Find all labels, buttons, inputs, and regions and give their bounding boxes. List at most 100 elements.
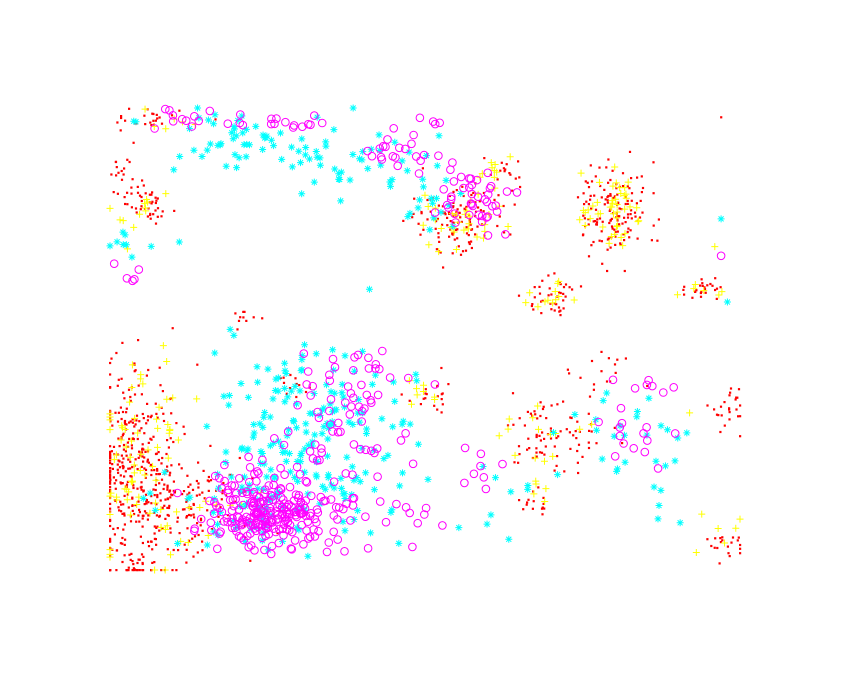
- data-point-point: [500, 161, 503, 164]
- data-point-asterisk: [326, 400, 334, 408]
- data-point-point: [656, 239, 659, 242]
- data-point-point: [282, 376, 285, 379]
- data-point-asterisk: [442, 176, 450, 184]
- data-point-point: [196, 551, 199, 554]
- data-point-point: [137, 384, 140, 387]
- data-point-point: [607, 181, 610, 184]
- data-point-point: [509, 233, 512, 236]
- data-point-point: [154, 201, 157, 205]
- data-point-asterisk: [259, 146, 267, 154]
- data-point-point: [142, 555, 145, 558]
- data-point-point: [162, 419, 166, 423]
- data-point-asterisk: [377, 161, 385, 169]
- data-point-point: [601, 220, 604, 223]
- data-point-point: [541, 279, 544, 282]
- data-point-point: [550, 308, 553, 311]
- data-point-circle: [209, 509, 219, 519]
- data-point-point: [170, 412, 173, 415]
- data-point-point: [131, 178, 134, 181]
- data-point-point: [509, 173, 512, 176]
- data-point-plus: [157, 523, 165, 531]
- data-point-point: [465, 205, 468, 208]
- data-point-point: [517, 461, 520, 464]
- data-point-plus: [635, 217, 643, 225]
- data-point-asterisk: [236, 488, 244, 496]
- data-point-point: [109, 459, 112, 462]
- data-point-point: [553, 272, 556, 275]
- data-point-asterisk: [329, 346, 337, 354]
- data-point-plus: [154, 424, 162, 432]
- data-point-point: [133, 425, 136, 428]
- data-point-circle: [349, 440, 359, 449]
- data-point-point: [595, 221, 599, 224]
- data-point-plus: [579, 206, 587, 214]
- data-point-circle: [245, 463, 255, 472]
- data-point-asterisk: [430, 214, 438, 222]
- data-point-point: [530, 304, 533, 308]
- data-point-asterisk: [312, 350, 320, 358]
- data-point-point: [543, 437, 546, 440]
- data-point-point: [609, 194, 612, 197]
- data-point-asterisk: [217, 508, 225, 516]
- data-point-point: [147, 545, 151, 548]
- data-point-asterisk: [175, 238, 183, 246]
- data-point-circle: [361, 445, 371, 455]
- data-point-point: [121, 461, 124, 464]
- data-point-asterisk: [161, 468, 169, 476]
- data-point-point: [124, 422, 127, 426]
- data-point-point: [294, 377, 297, 380]
- data-point-plus: [141, 200, 149, 208]
- data-point-asterisk: [338, 389, 346, 397]
- data-point-asterisk: [263, 473, 271, 481]
- data-point-circle: [301, 476, 311, 486]
- data-point-point: [140, 465, 143, 468]
- data-point-point: [154, 119, 157, 122]
- data-point-point: [446, 216, 449, 219]
- data-point-point: [222, 481, 225, 485]
- data-point-point: [590, 430, 593, 433]
- data-point-point: [201, 540, 204, 543]
- data-point-circle: [279, 504, 289, 514]
- data-point-plus: [613, 223, 621, 231]
- data-point-point: [163, 504, 166, 507]
- data-point-plus: [116, 216, 124, 224]
- data-point-point: [226, 514, 229, 517]
- data-point-asterisk: [228, 129, 236, 137]
- data-point-point: [457, 211, 461, 214]
- data-point-point: [154, 488, 157, 492]
- data-point-plus: [542, 485, 550, 493]
- data-point-asterisk: [304, 552, 312, 560]
- data-point-asterisk: [349, 151, 357, 159]
- data-point-point: [588, 429, 591, 432]
- data-point-asterisk: [389, 378, 397, 386]
- data-point-circle: [325, 406, 334, 416]
- data-point-circle: [177, 114, 187, 124]
- data-point-circle: [205, 496, 214, 506]
- data-point-point: [156, 493, 159, 497]
- data-point-asterisk: [304, 441, 312, 449]
- data-point-point: [166, 497, 169, 500]
- data-point-plus: [493, 168, 501, 176]
- data-point-circle: [594, 417, 603, 427]
- data-point-asterisk: [282, 457, 290, 465]
- data-point-point: [454, 228, 458, 231]
- data-point-circle: [281, 117, 290, 127]
- data-point-asterisk: [184, 495, 192, 503]
- data-point-point: [465, 232, 469, 235]
- data-point-circle: [165, 106, 174, 115]
- data-point-point: [143, 456, 146, 459]
- data-point-point: [125, 411, 128, 414]
- data-point-circle: [409, 130, 418, 140]
- data-point-point: [646, 384, 649, 388]
- data-point-circle: [364, 364, 374, 373]
- data-point-circle: [161, 104, 170, 114]
- data-point-point: [412, 212, 415, 215]
- data-point-point: [479, 209, 482, 212]
- data-point-asterisk: [258, 449, 266, 457]
- data-point-plus: [150, 122, 158, 130]
- data-point-asterisk: [324, 474, 332, 482]
- data-point-plus: [157, 506, 165, 514]
- data-point-point: [562, 400, 565, 403]
- data-point-plus: [504, 425, 512, 433]
- data-point-point: [120, 510, 123, 513]
